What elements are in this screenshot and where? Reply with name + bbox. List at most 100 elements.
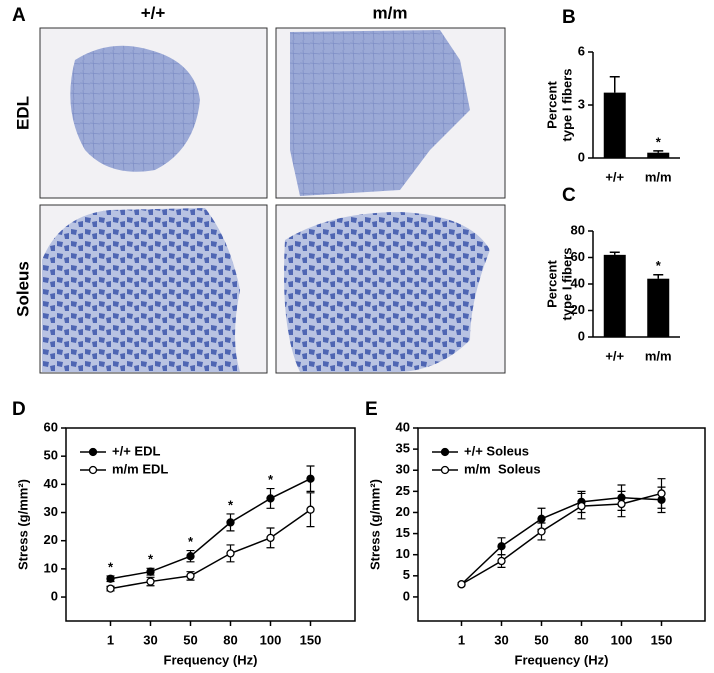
series-line	[460, 496, 662, 585]
y-axis-label: type I fibers	[559, 69, 574, 142]
x-tick-label: 100	[611, 632, 633, 647]
y-tick-label: 25	[396, 483, 410, 498]
marker	[306, 474, 315, 483]
y-tick-label: 20	[571, 302, 585, 317]
y-tick-label: 20	[44, 532, 58, 547]
bar	[603, 254, 626, 337]
y-axis-label: type I fibers	[559, 248, 574, 321]
y-tick-label: 0	[578, 149, 585, 164]
panel-label: B	[562, 7, 576, 28]
marker	[537, 514, 546, 523]
y-axis-label: Stress (g/mm²)	[15, 479, 30, 570]
significance: *	[656, 134, 662, 149]
marker	[617, 499, 626, 509]
significance: *	[188, 534, 194, 549]
y-tick-label: 80	[571, 222, 585, 237]
y-tick-label: 60	[44, 419, 58, 434]
legend-marker	[88, 447, 98, 457]
y-tick-label: 35	[396, 441, 410, 456]
y-tick-label: 40	[44, 476, 58, 491]
y-axis-label: Percent	[544, 259, 559, 307]
y-tick-label: 60	[571, 249, 585, 264]
significance: *	[228, 497, 234, 512]
tissue	[290, 30, 470, 196]
marker	[146, 567, 155, 576]
row-label: Soleus	[13, 261, 32, 317]
x-tick-label: 80	[574, 632, 588, 647]
y-tick-label: 0	[578, 328, 585, 343]
marker	[306, 505, 315, 514]
significance: *	[656, 258, 662, 273]
x-tick-label: +/+	[605, 348, 624, 363]
panel-label: C	[562, 185, 576, 206]
y-tick-label: 30	[396, 462, 410, 477]
significance: *	[268, 472, 274, 487]
legend-label: m/m EDL	[112, 461, 168, 476]
tissue	[70, 45, 200, 172]
y-axis-label: Percent	[544, 80, 559, 128]
marker	[106, 574, 115, 583]
panel-label: A	[12, 5, 26, 26]
y-tick-label: 6	[578, 43, 585, 58]
marker	[457, 580, 466, 589]
plot-frame	[65, 427, 356, 622]
error-bar	[653, 273, 664, 279]
column-label: +/+	[141, 3, 166, 22]
panel-label: D	[12, 399, 26, 420]
y-tick-label: 0	[403, 588, 410, 603]
row-label: EDL	[13, 96, 32, 130]
x-tick-label: 150	[300, 632, 322, 647]
bar	[603, 92, 626, 158]
marker	[537, 527, 546, 536]
marker	[266, 533, 275, 543]
x-tick-label: m/m	[645, 169, 672, 184]
marker	[186, 571, 195, 581]
x-axis-label: Frequency (Hz)	[515, 652, 609, 667]
x-tick-label: 1	[107, 632, 114, 647]
significance: *	[148, 552, 154, 567]
marker	[146, 577, 155, 586]
bar	[647, 152, 670, 158]
marker	[186, 552, 195, 561]
y-tick-label: 15	[396, 525, 410, 540]
significance: *	[108, 559, 114, 574]
y-tick-label: 20	[396, 504, 410, 519]
x-tick-label: 50	[534, 632, 548, 647]
y-tick-label: 5	[403, 567, 410, 582]
series-line	[110, 509, 311, 590]
y-tick-label: 40	[396, 419, 410, 434]
marker	[497, 542, 506, 551]
panel-a: A +/+ m/m EDL Soleus	[12, 3, 506, 374]
plot-frame	[417, 427, 706, 622]
legend-label: m/m Soleus	[464, 461, 541, 476]
panel-label: E	[365, 399, 378, 420]
tissue	[42, 208, 240, 372]
x-tick-label: 80	[223, 632, 237, 647]
marker	[226, 549, 235, 558]
marker	[577, 501, 586, 511]
x-axis-label: Frequency (Hz)	[164, 652, 258, 667]
legend-label: +/+ EDL	[112, 443, 160, 458]
y-tick-label: 3	[578, 96, 585, 111]
bar	[647, 278, 670, 337]
error-bar	[609, 251, 620, 255]
y-tick-label: 10	[396, 546, 410, 561]
y-tick-label: 40	[571, 275, 585, 290]
x-tick-label: 100	[260, 632, 282, 647]
x-tick-label: 30	[143, 632, 157, 647]
marker	[266, 494, 275, 503]
x-tick-label: 150	[651, 632, 673, 647]
y-tick-label: 0	[51, 588, 58, 603]
marker	[657, 489, 666, 498]
legend-marker	[88, 465, 98, 475]
x-tick-label: 50	[183, 632, 197, 647]
error-bar	[653, 150, 664, 153]
legend-marker	[440, 447, 450, 457]
legend-marker	[440, 465, 450, 475]
x-tick-label: +/+	[605, 169, 624, 184]
x-tick-label: m/m	[645, 348, 672, 363]
tissue	[284, 212, 490, 372]
error-bar	[609, 75, 620, 93]
y-tick-label: 30	[44, 504, 58, 519]
